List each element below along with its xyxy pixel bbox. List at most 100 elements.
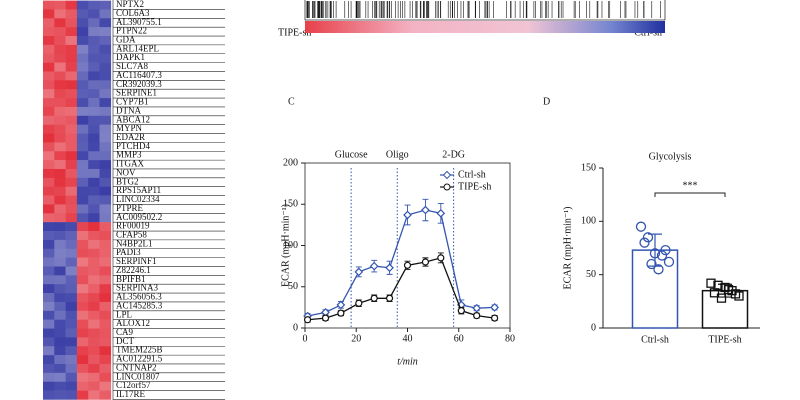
marker [490,303,499,312]
chart-title: Glycolysis [649,151,692,162]
heatmap-cell [43,195,55,205]
heatmap-cell [54,98,66,108]
heatmap-cell [76,266,89,276]
significance-label: *** [683,180,698,191]
heatmap-cell [88,62,100,72]
heatmap-cell [88,381,100,391]
heatmap-cell [43,115,55,125]
heatmap-cell [43,9,55,19]
heatmap-cell [43,204,55,214]
heatmap-cell [88,71,100,81]
heatmap-cell [76,160,89,170]
x-tick-label: 60 [454,333,464,344]
heatmap-cell [54,319,66,329]
heatmap-cell [88,80,100,90]
heatmap-cell [76,151,89,161]
heatmap-cell [54,71,66,81]
heatmap-cell [54,222,66,232]
heatmap-cell [99,363,112,374]
heatmap-cell [76,80,89,90]
legend-marker [442,170,452,180]
heatmap-cell [99,337,112,347]
heatmap-cell [99,115,112,125]
heatmap-cell [76,177,89,188]
heatmap-cell [65,337,78,347]
heatmap-cell [43,213,55,223]
marker [421,258,430,266]
heatmap-cell [65,142,78,152]
heatmap-cell [43,160,55,170]
legend-marker [443,183,451,191]
heatmap-cell [65,195,78,205]
heatmap-cell [99,310,112,320]
heatmap-cell [76,53,89,63]
gene-label: BTG2 [116,176,139,186]
legend-label: TIPE-sh [458,181,491,192]
heatmap-cell [54,44,66,55]
heatmap-cell [88,44,100,55]
heatmap-cell [65,390,78,400]
heatmap-cell [54,355,66,365]
gene-label: RF00019 [116,221,150,231]
heatmap-cell [65,89,78,99]
heatmap-cell [43,151,55,161]
heatmap-cell [65,71,78,81]
annotation-label: Oligo [386,149,409,160]
heatmap-cell [43,257,55,267]
heatmap-cell [54,18,66,28]
heatmap-cell [76,204,89,214]
heatmap-cell [43,222,55,232]
marker [369,261,379,271]
heatmap-cell [76,115,89,125]
x-tick-label: TIPE-sh [708,334,741,345]
heatmap-cell [65,44,78,55]
data-point [706,278,716,288]
heatmap-cell [88,53,100,63]
x-axis-label: t/min [397,356,418,367]
heatmap-cell [76,27,89,37]
heatmap-cell [54,115,66,125]
gene-label: SERPINA3 [116,283,159,293]
heatmap-cell [54,177,66,188]
marker [385,294,394,302]
heatmap-cell [65,319,78,329]
heatmap-cell [65,310,78,320]
annotation-label: 2-DG [442,149,465,160]
heatmap-cell [76,301,89,312]
marker [436,208,446,218]
heatmap-cell [88,222,100,232]
heatmap-cell [88,98,100,108]
heatmap-cell [43,27,55,37]
heatmap-cell [88,9,100,19]
heatmap-cell [99,9,112,19]
heatmap-cell [54,89,66,99]
heatmap-cell [99,151,112,161]
data-point [635,221,647,232]
heatmap-cell [88,257,100,267]
heatmap-cell [43,36,55,46]
x-tick-label: 80 [505,333,515,344]
x-tick-label: Ctrl-sh [641,334,669,345]
marker [457,307,465,315]
gene-label: PTPN22 [116,26,147,36]
heatmap-cell [88,124,100,134]
heatmap-cell [88,319,100,329]
y-tick-label: 50 [586,269,596,280]
heatmap-cell [43,239,55,250]
heatmap-cell [76,98,89,108]
heatmap-cell [76,363,89,374]
gene-label: GDA [116,35,136,45]
heatmap-cell [76,222,89,232]
heatmap-cell [43,18,55,28]
heatmap-cell [99,177,112,188]
y-tick-label: 0 [293,322,298,333]
heatmap-cell [65,204,78,214]
heatmap-cell [99,372,112,383]
gene-label: AC009502.2 [116,212,162,222]
heatmap-cell [99,381,112,391]
heatmap-cell [88,355,100,365]
heatmap-cell [65,275,78,285]
heatmap-cell [65,222,78,232]
heatmap-cell [65,293,78,303]
annotation-label: Glucose [335,149,368,160]
